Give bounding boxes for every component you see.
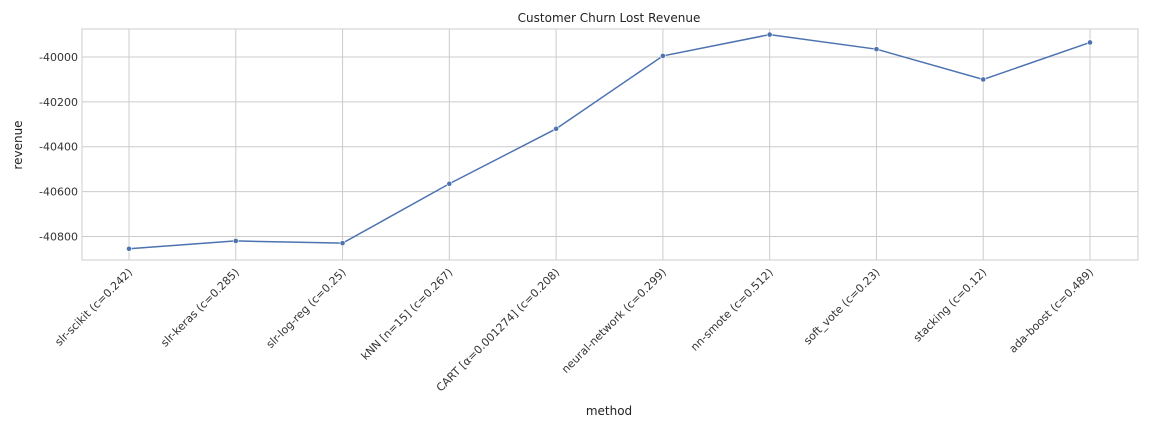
y-tick-label: -40400 xyxy=(39,141,78,154)
x-tick-label: slr-scikit (c=0.242) xyxy=(52,266,135,349)
x-tick-label: kNN [n=15] (c=0.267) xyxy=(359,266,456,363)
series-group xyxy=(126,31,1093,252)
y-grid xyxy=(82,56,1138,237)
x-tick-label: soft_vote (c=0.23) xyxy=(801,266,882,347)
plot-frame xyxy=(81,28,1139,261)
y-tick-label: -40000 xyxy=(39,51,78,64)
x-grid xyxy=(128,29,1091,260)
chart-title: Customer Churn Lost Revenue xyxy=(518,11,701,25)
data-point xyxy=(873,46,880,53)
data-point xyxy=(339,240,346,247)
data-point xyxy=(553,125,560,132)
series-line xyxy=(128,33,1091,250)
data-point xyxy=(766,31,773,38)
x-tick-label: ada-boost (c=0.489) xyxy=(1006,266,1096,356)
y-axis-label: revenue xyxy=(11,120,25,169)
x-tick-label: neural-network (c=0.299) xyxy=(559,266,669,376)
data-point xyxy=(446,180,453,187)
y-tick-labels: -40800 -40600 -40400 -40200 -40000 xyxy=(39,51,78,243)
data-point xyxy=(1087,39,1093,46)
data-point xyxy=(659,53,666,59)
x-tick-label: slr-log-reg (c=0.25) xyxy=(264,266,349,351)
x-axis-label: method xyxy=(586,404,632,418)
data-point xyxy=(232,238,239,244)
x-tick-labels: slr-scikit (c=0.242) slr-keras (c=0.285) s… xyxy=(52,266,1096,394)
x-tick-label: nn-smote (c=0.512) xyxy=(688,266,776,354)
x-tick-label: slr-keras (c=0.285) xyxy=(158,266,242,350)
data-point xyxy=(980,76,987,83)
y-tick-label: -40800 xyxy=(39,230,78,243)
x-tick-label: stacking (c=0.12) xyxy=(911,266,990,345)
y-tick-label: -40600 xyxy=(39,186,78,199)
x-tick-label: CART [α=0.001274] (c=0.208) xyxy=(434,266,562,394)
data-point xyxy=(126,245,132,252)
y-tick-label: -40200 xyxy=(39,96,78,109)
